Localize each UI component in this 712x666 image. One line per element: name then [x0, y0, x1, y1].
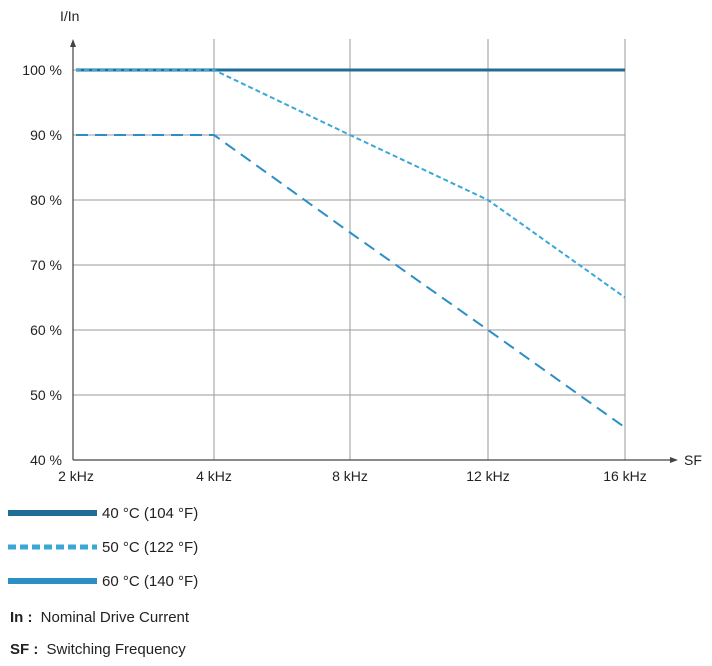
legend-label-40-c-104-f: 40 °C (104 °F) — [102, 505, 198, 522]
y-tick-label: 60 % — [30, 322, 62, 338]
note-sf: SF : Switching Frequency — [10, 641, 186, 658]
y-tick-label: 80 % — [30, 192, 62, 208]
note-in-term: In : — [10, 609, 33, 626]
x-tick-label: 16 kHz — [603, 468, 647, 484]
x-axis-arrow-icon — [670, 457, 678, 463]
x-tick-label: 12 kHz — [466, 468, 510, 484]
x-tick-label: 4 kHz — [196, 468, 232, 484]
note-sf-term: SF : — [10, 641, 38, 658]
series-lines — [76, 68, 626, 429]
legend: 40 °C (104 °F) 50 °C (122 °F) 60 °C (140 °… — [8, 505, 198, 590]
note-in: In : Nominal Drive Current — [10, 609, 190, 626]
axes — [70, 39, 678, 463]
note-sf-definition: Switching Frequency — [47, 641, 187, 658]
y-axis-arrow-icon — [70, 39, 76, 47]
y-tick-labels: 100 % 90 % 80 % 70 % 60 % 50 % 40 % — [22, 62, 62, 468]
notes: In : Nominal Drive Current SF : Switchin… — [10, 609, 190, 658]
series-line-60-c-140-f — [76, 134, 626, 429]
note-in-definition: Nominal Drive Current — [41, 609, 190, 626]
y-tick-label: 40 % — [30, 452, 62, 468]
legend-label-50-c-122-f: 50 °C (122 °F) — [102, 539, 198, 556]
x-axis-title: SF — [684, 452, 702, 468]
legend-label-60-c-140-f: 60 °C (140 °F) — [102, 573, 198, 590]
grid — [73, 39, 626, 460]
y-tick-label: 50 % — [30, 387, 62, 403]
x-tick-label: 2 kHz — [58, 468, 94, 484]
y-tick-label: 100 % — [22, 62, 62, 78]
y-tick-label: 90 % — [30, 127, 62, 143]
y-axis-title: I/In — [60, 8, 79, 24]
x-tick-label: 8 kHz — [332, 468, 368, 484]
series-line-50-c-122-f — [76, 69, 626, 299]
x-tick-labels: 2 kHz 4 kHz 8 kHz 12 kHz 16 kHz — [58, 468, 647, 484]
y-tick-label: 70 % — [30, 257, 62, 273]
